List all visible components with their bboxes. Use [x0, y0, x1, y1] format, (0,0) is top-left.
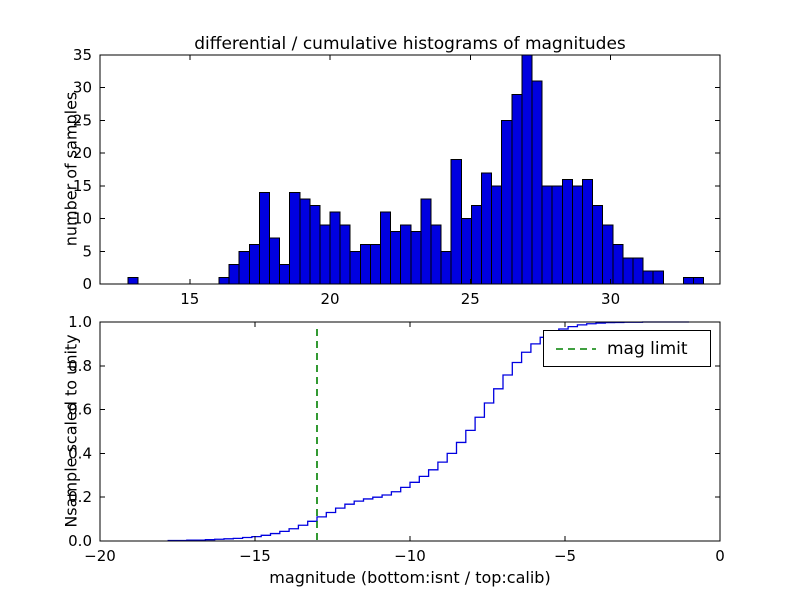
svg-text:1.0: 1.0: [68, 313, 92, 331]
svg-text:35: 35: [73, 46, 92, 64]
svg-text:20: 20: [320, 290, 339, 308]
svg-text:0: 0: [715, 547, 725, 565]
svg-text:20: 20: [73, 144, 92, 162]
svg-text:−15: −15: [239, 547, 271, 565]
svg-text:0.2: 0.2: [68, 488, 92, 506]
svg-text:15: 15: [180, 290, 199, 308]
legend-label: mag limit: [607, 338, 688, 359]
svg-text:25: 25: [461, 290, 480, 308]
svg-text:0.0: 0.0: [68, 532, 92, 550]
svg-text:10: 10: [73, 210, 92, 228]
svg-text:5: 5: [82, 242, 92, 260]
svg-text:−10: −10: [394, 547, 426, 565]
svg-text:0.8: 0.8: [68, 357, 92, 375]
svg-text:0.6: 0.6: [68, 401, 92, 419]
svg-text:−5: −5: [554, 547, 576, 565]
legend: mag limit: [543, 330, 711, 367]
svg-text:0.4: 0.4: [68, 444, 92, 462]
top-y-axis-label: number of samples: [61, 91, 81, 247]
bottom-y-axis-label: Nsample scaled to unity: [61, 334, 81, 528]
svg-text:15: 15: [73, 177, 92, 195]
x-axis-label: magnitude (bottom:isnt / top:calib): [269, 568, 551, 587]
mag-limit-dashed-line-sample: [556, 347, 596, 350]
svg-text:30: 30: [601, 290, 620, 308]
svg-text:25: 25: [73, 111, 92, 129]
svg-text:30: 30: [73, 79, 92, 97]
chart-title: differential / cumulative histograms of …: [194, 34, 626, 54]
svg-text:−20: −20: [84, 547, 116, 565]
svg-text:0: 0: [82, 275, 92, 293]
